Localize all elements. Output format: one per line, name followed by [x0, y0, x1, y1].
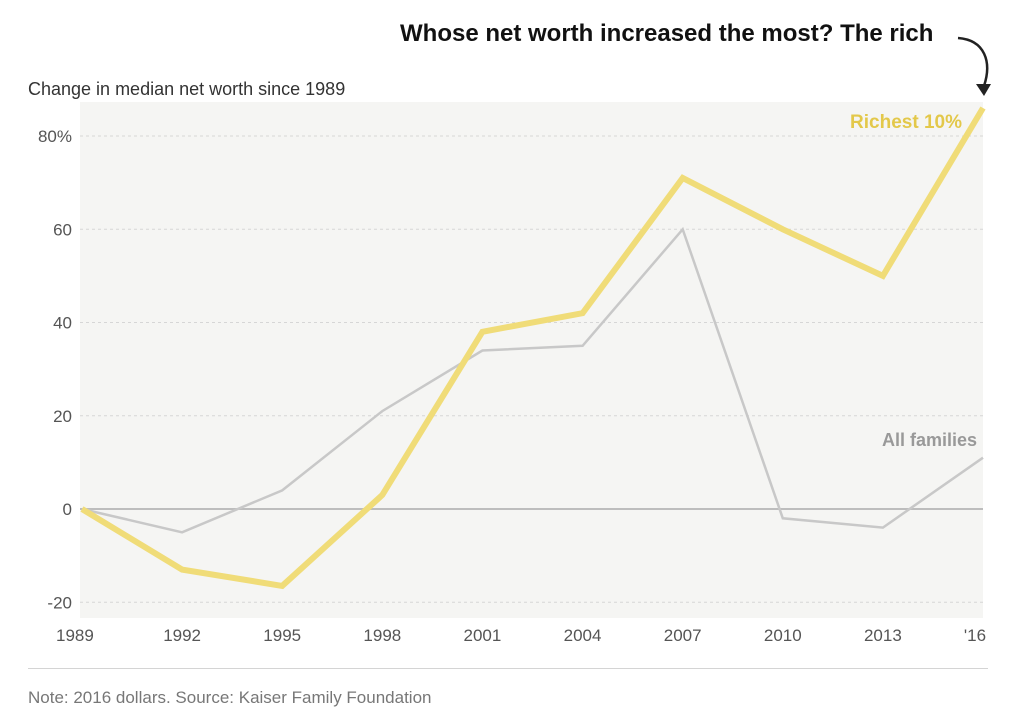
chart-title: Change in median net worth since 1989 [28, 79, 345, 99]
plot-background [80, 102, 983, 618]
divider [28, 668, 988, 669]
series-line-richest-10 [80, 106, 986, 590]
y-tick-label: -20 [47, 593, 72, 612]
x-tick-label: 1989 [56, 626, 94, 645]
x-tick-label: 2004 [564, 626, 602, 645]
x-tick-label: 1998 [363, 626, 401, 645]
x-tick-label: 2010 [764, 626, 802, 645]
x-tick-label: 1995 [263, 626, 301, 645]
x-tick-label: 1992 [163, 626, 201, 645]
y-tick-label: 60 [53, 220, 72, 239]
source-note: Note: 2016 dollars. Source: Kaiser Famil… [28, 688, 432, 707]
x-tick-label: 2013 [864, 626, 902, 645]
y-tick-label: 20 [53, 407, 72, 426]
arrowhead-icon [976, 84, 991, 96]
x-tick-labels: 1989 1992 1995 1998 2001 2004 2007 2010 2013 '16 [56, 626, 986, 645]
series-lines [80, 106, 986, 590]
y-tick-label: 0 [63, 500, 72, 519]
y-tick-labels: 80% 60 40 20 0 -20 [38, 127, 72, 612]
y-tick-label: 80% [38, 127, 72, 146]
y-tick-label: 40 [53, 314, 72, 333]
arrow-icon [957, 36, 989, 87]
x-tick-label: '16 [964, 626, 986, 645]
x-tick-label: 2001 [464, 626, 502, 645]
series-line-all-families [81, 226, 984, 534]
series-label-all-families: All families [882, 430, 977, 450]
headline: Whose net worth increased the most? The … [400, 20, 934, 47]
x-tick-label: 2007 [664, 626, 702, 645]
series-label-richest-10: Richest 10% [850, 112, 962, 133]
